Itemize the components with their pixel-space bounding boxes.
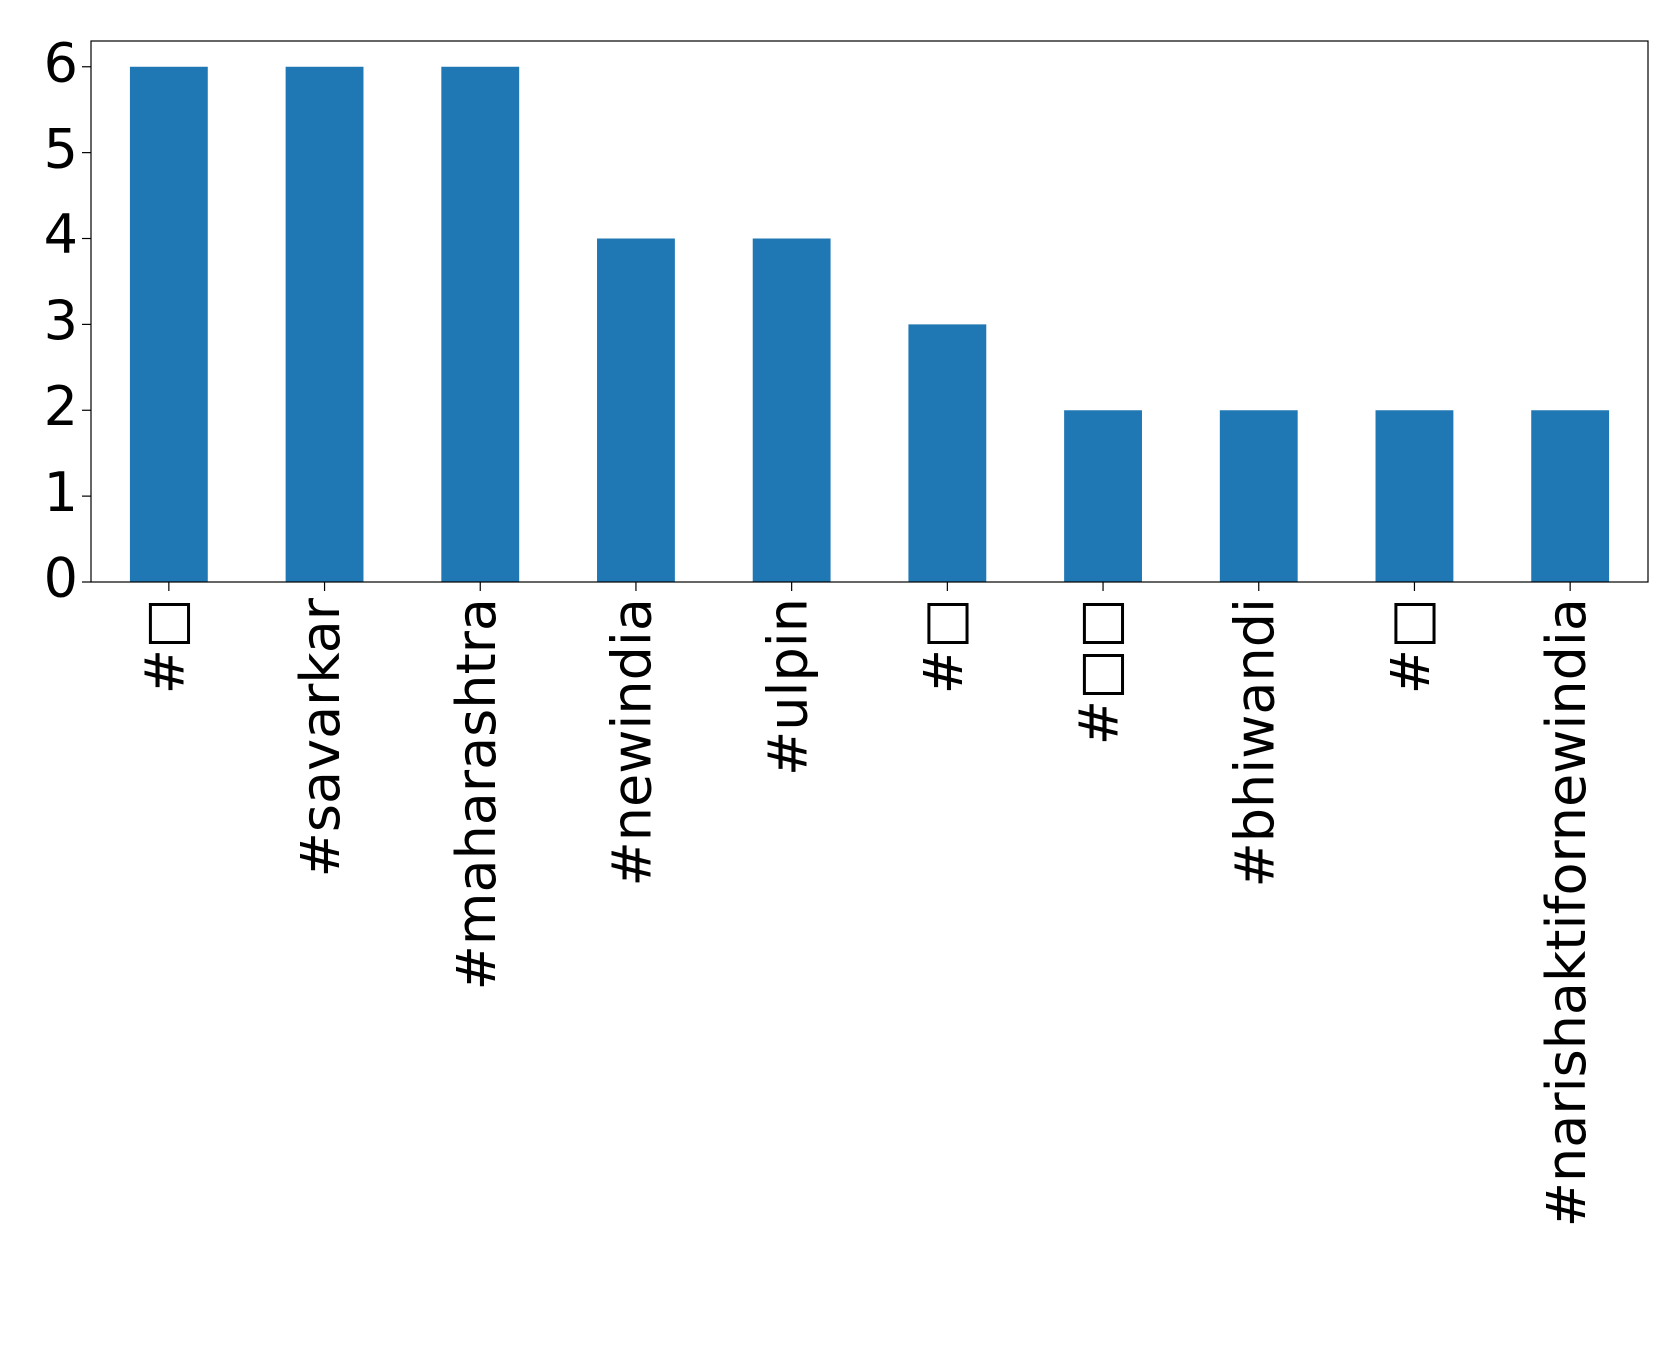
bar [1531, 410, 1610, 582]
x-tick-label: #□ [133, 598, 196, 694]
bar [908, 324, 987, 582]
bar [1375, 410, 1454, 582]
y-tick-label: 1 [44, 461, 78, 524]
x-tick-label: #bhiwandi [1223, 598, 1286, 888]
bar [129, 66, 208, 582]
x-tick-label: #newindia [601, 598, 664, 886]
y-tick-label: 4 [44, 203, 78, 266]
bar [597, 238, 675, 582]
x-tick-label: #maharashtra [445, 598, 508, 990]
plot-frame [90, 40, 1649, 583]
y-tick-label: 5 [44, 117, 78, 180]
x-tick-label: #narishaktifornewindia [1535, 598, 1598, 1227]
bar [1064, 410, 1142, 582]
y-tick-label: 3 [44, 289, 78, 352]
x-tick-label: #□□ [1068, 598, 1131, 745]
bar [752, 238, 831, 582]
y-tick-label: 6 [44, 31, 78, 94]
x-tick-label: #savarkar [289, 597, 352, 877]
y-tick-label: 0 [44, 547, 78, 610]
y-tick-label: 2 [44, 375, 78, 438]
x-tick-label: #□ [1379, 598, 1442, 694]
bar [441, 66, 520, 582]
bar [285, 66, 364, 582]
bar [1219, 410, 1298, 582]
x-tick-label: #ulpin [756, 598, 819, 776]
x-tick-label: #□ [912, 598, 975, 694]
